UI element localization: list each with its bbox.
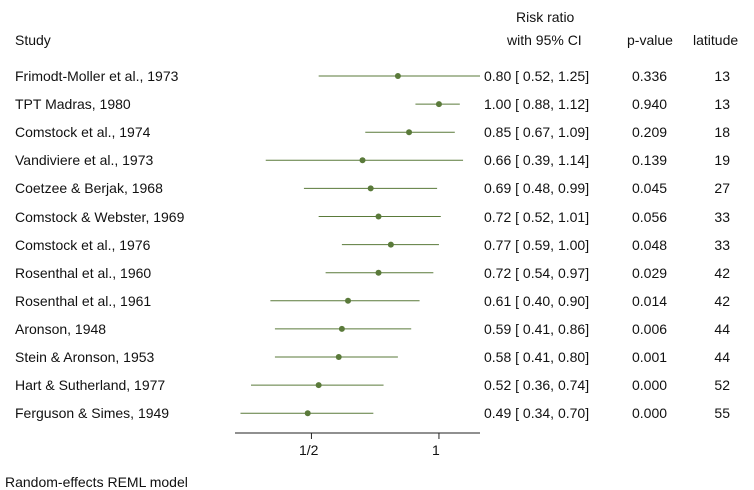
ci-text: 0.61 [ 0.40, 0.90] <box>484 292 590 309</box>
p-value: 0.336 <box>632 68 668 84</box>
point-estimate <box>315 382 322 389</box>
ci-text: 0.59 [ 0.41, 0.86] <box>484 320 590 337</box>
ci-text: 0.69 [ 0.48, 0.99] <box>484 180 590 197</box>
point-estimate <box>335 354 342 360</box>
ci-text: 0.66 [ 0.39, 1.14] <box>484 152 590 169</box>
latitude-value: 52 <box>714 377 730 394</box>
study-label: Frimodt-Moller et al., 1973 <box>15 68 179 84</box>
study-label: TPT Madras, 1980 <box>15 96 131 113</box>
latitude-value: 13 <box>714 68 730 84</box>
model-footnote: Random-effects REML model <box>5 474 188 490</box>
p-value: 0.029 <box>632 264 668 281</box>
study-label: Ferguson & Simes, 1949 <box>15 405 170 422</box>
ci-text: 0.49 [ 0.34, 0.70] <box>484 405 590 422</box>
latitude-value: 19 <box>714 152 730 169</box>
p-value: 0.000 <box>632 377 668 394</box>
latitude-value: 33 <box>714 208 730 225</box>
latitude-value: 27 <box>714 180 730 197</box>
point-estimate <box>345 297 352 304</box>
point-estimate <box>375 269 382 276</box>
study-label: Rosenthal et al., 1960 <box>15 264 152 281</box>
tick-label-half: 1/2 <box>299 442 319 458</box>
point-estimate <box>304 410 311 417</box>
latitude-value: 42 <box>714 264 730 281</box>
point-estimate <box>406 129 413 136</box>
study-label: Vandiviere et al., 1973 <box>15 152 154 169</box>
study-label: Aronson, 1948 <box>15 320 107 337</box>
ci-text: 0.58 [ 0.41, 0.80] <box>484 349 590 365</box>
point-estimate <box>375 213 382 220</box>
study-label: Comstock et al., 1976 <box>15 236 151 253</box>
point-estimate <box>394 73 401 79</box>
ci-text: 0.77 [ 0.59, 1.00] <box>484 236 590 253</box>
latitude-value: 18 <box>714 124 730 141</box>
study-label: Comstock et al., 1974 <box>15 124 151 141</box>
study-label: Comstock & Webster, 1969 <box>15 208 185 225</box>
p-value: 0.940 <box>632 96 668 113</box>
effect-header-line1: Risk ratio <box>516 9 575 25</box>
latitude-value: 44 <box>714 349 730 365</box>
p-value: 0.001 <box>632 349 668 365</box>
effect-header-line2: with 95% CI <box>507 32 582 48</box>
ci-text: 1.00 [ 0.88, 1.12] <box>484 96 590 113</box>
latitude-value: 33 <box>714 236 730 253</box>
point-estimate <box>435 101 442 108</box>
ci-text: 0.72 [ 0.54, 0.97] <box>484 264 590 281</box>
latitude-column-header: latitude <box>693 32 739 48</box>
ci-text: 0.72 [ 0.52, 1.01] <box>484 208 590 225</box>
study-column-header: Study <box>15 32 51 48</box>
p-value: 0.048 <box>632 236 668 253</box>
point-estimate <box>367 185 374 192</box>
latitude-value: 13 <box>714 96 730 113</box>
p-value: 0.006 <box>632 320 668 337</box>
latitude-value: 44 <box>714 320 730 337</box>
tick-label-one: 1 <box>432 442 440 458</box>
point-estimate <box>387 241 394 248</box>
latitude-value: 55 <box>714 405 730 422</box>
p-value: 0.139 <box>632 152 668 169</box>
latitude-value: 42 <box>714 292 730 309</box>
pvalue-column-header: p-value <box>627 32 673 48</box>
p-value: 0.209 <box>632 124 668 141</box>
study-label: Coetzee & Berjak, 1968 <box>15 180 163 197</box>
p-value: 0.056 <box>632 208 668 225</box>
ci-text: 0.52 [ 0.36, 0.74] <box>484 377 590 394</box>
point-estimate <box>338 325 345 332</box>
p-value: 0.014 <box>632 292 668 309</box>
study-label: Rosenthal et al., 1961 <box>15 292 152 309</box>
point-estimate <box>359 157 366 164</box>
p-value: 0.000 <box>632 405 668 422</box>
study-label: Hart & Sutherland, 1977 <box>15 377 166 394</box>
study-label: Stein & Aronson, 1953 <box>15 349 155 365</box>
ci-text: 0.80 [ 0.52, 1.25] <box>484 68 590 84</box>
ci-text: 0.85 [ 0.67, 1.09] <box>484 124 590 141</box>
p-value: 0.045 <box>632 180 668 197</box>
